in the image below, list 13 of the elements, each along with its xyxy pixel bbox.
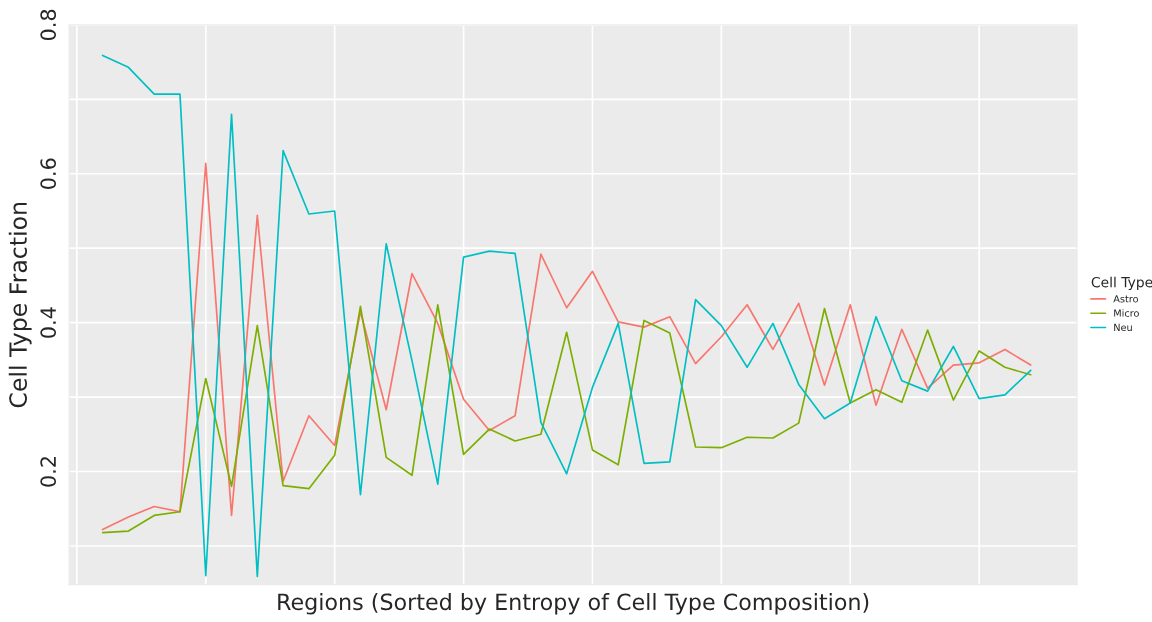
y-tick-label: 0.6 <box>40 158 57 189</box>
y-tick-label: 0.4 <box>40 307 57 338</box>
line-series <box>101 303 1032 534</box>
legend-title: Cell Type <box>1091 276 1152 291</box>
y-tick-label: 0.8 <box>40 9 57 41</box>
y-tick-label: 0.2 <box>40 457 57 487</box>
line-series <box>101 162 1032 531</box>
x-axis-title: Regions (Sorted by Entropy of Cell Type Composition) <box>278 593 869 615</box>
legend-label: Neu <box>1114 323 1132 332</box>
y-axis-title: Cell Type Fraction <box>8 202 32 408</box>
legend-label: Micro <box>1114 309 1139 317</box>
line-series <box>101 54 1032 578</box>
legend-label: Astro <box>1113 295 1138 303</box>
